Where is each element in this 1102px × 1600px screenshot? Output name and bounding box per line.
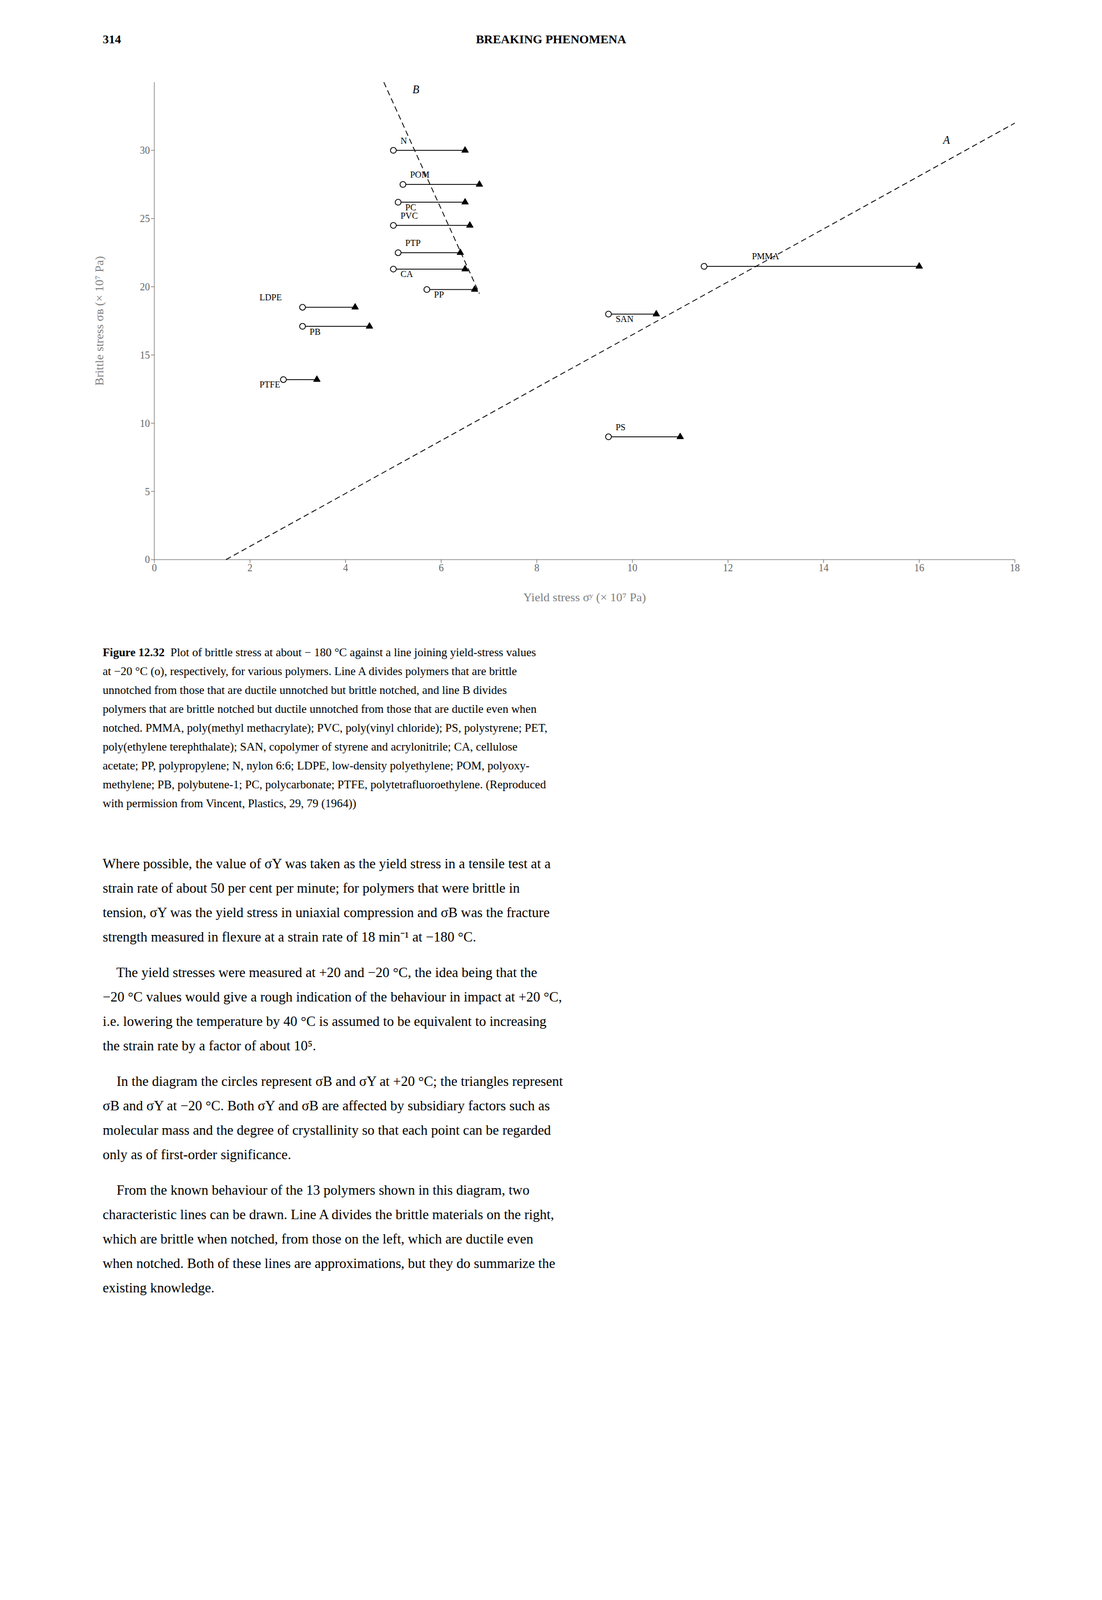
html-text:poly(ethylene terephthalate);: poly(ethylene terephthalate); SAN, copol… bbox=[102, 740, 518, 754]
html-text:existing knowledge.: existing knowledge. bbox=[102, 1280, 215, 1296]
html-text:only as of first-order signifi: only as of first-order significance. bbox=[102, 1146, 292, 1162]
html-text:at −20 °C (o), respectively, f: at −20 °C (o), respectively, for various… bbox=[102, 664, 517, 678]
svg-text:PTP: PTP bbox=[405, 238, 421, 248]
svg-text:B: B bbox=[412, 83, 420, 96]
svg-text:0: 0 bbox=[152, 562, 158, 574]
svg-text:2: 2 bbox=[247, 562, 253, 574]
svg-text:SAN: SAN bbox=[615, 314, 634, 324]
html-text:314: 314 bbox=[102, 32, 122, 47]
svg-text:16: 16 bbox=[914, 562, 925, 574]
html-text:acetate; PP, polypropylene; N,: acetate; PP, polypropylene; N, nylon 6:6… bbox=[102, 758, 530, 773]
svg-text:N: N bbox=[400, 136, 407, 146]
html-text:Where possible, the value of σ: Where possible, the value of σY was take… bbox=[102, 856, 551, 872]
svg-text:Brittle stress σʙ (× 10⁷ Pa): Brittle stress σʙ (× 10⁷ Pa) bbox=[92, 255, 107, 386]
svg-text:30: 30 bbox=[139, 144, 150, 157]
html-text:From the known behaviour of th: From the known behaviour of the 13 polym… bbox=[102, 1182, 530, 1198]
svg-text:15: 15 bbox=[139, 349, 150, 361]
svg-text:CA: CA bbox=[400, 269, 414, 279]
html-text:the strain rate by a factor of: the strain rate by a factor of about 10⁵… bbox=[102, 1038, 317, 1054]
svg-text:PTFE: PTFE bbox=[259, 379, 280, 390]
html-text:Figure 12.32: Figure 12.32 bbox=[102, 645, 165, 659]
html-text:In the diagram the circles rep: In the diagram the circles represent σB … bbox=[102, 1073, 563, 1089]
html-text:with permission from Vincent,: with permission from Vincent, Plastics, … bbox=[102, 796, 357, 810]
svg-text:PVC: PVC bbox=[400, 210, 418, 221]
html-text:when notched. Both of these li: when notched. Both of these lines are ap… bbox=[102, 1255, 556, 1271]
svg-text:18: 18 bbox=[1009, 562, 1020, 574]
html-text:tension, σY was the yield stre: tension, σY was the yield stress in unia… bbox=[102, 904, 550, 920]
svg-text:10: 10 bbox=[139, 418, 150, 430]
html-text:The yield stresses were measur: The yield stresses were measured at +20 … bbox=[102, 964, 538, 980]
svg-text:PP: PP bbox=[434, 289, 445, 300]
html-text:Plot of brittle stress at abou: Plot of brittle stress at about − 180 °C… bbox=[170, 645, 536, 659]
html-text:methylene; PB, polybutene-1; P: methylene; PB, polybutene-1; PC, polycar… bbox=[102, 777, 546, 792]
svg-text:6: 6 bbox=[438, 562, 444, 574]
svg-text:LDPE: LDPE bbox=[259, 292, 282, 303]
html-text:notched. PMMA, poly(methyl met: notched. PMMA, poly(methyl methacrylate)… bbox=[102, 721, 548, 735]
html-text:strain rate of about 50 per ce: strain rate of about 50 per cent per min… bbox=[102, 880, 520, 896]
html-text:−20 °C values would give a rou: −20 °C values would give a rough indicat… bbox=[102, 989, 562, 1005]
html-text:strength measured in flexure a: strength measured in flexure at a strain… bbox=[102, 929, 477, 945]
svg-text:10: 10 bbox=[627, 562, 638, 574]
svg-text:14: 14 bbox=[818, 562, 829, 574]
html-text:molecular mass and the degree: molecular mass and the degree of crystal… bbox=[102, 1122, 551, 1138]
svg-text:8: 8 bbox=[534, 562, 540, 574]
html-text:i.e. lowering the temperature: i.e. lowering the temperature by 40 °C i… bbox=[102, 1013, 547, 1029]
svg-text:PS: PS bbox=[615, 422, 626, 432]
html-text:polymers that are brittle notc: polymers that are brittle notched but du… bbox=[102, 702, 537, 716]
svg-text:Yield stress σʸ (× 10⁷ Pa): Yield stress σʸ (× 10⁷ Pa) bbox=[522, 590, 646, 605]
svg-text:20: 20 bbox=[139, 281, 150, 293]
svg-text:A: A bbox=[942, 133, 951, 147]
svg-text:PB: PB bbox=[309, 326, 321, 337]
html-text:BREAKING PHENOMENA: BREAKING PHENOMENA bbox=[475, 32, 627, 47]
html-text:unnotched from those that are: unnotched from those that are ductile un… bbox=[102, 683, 507, 697]
svg-text:12: 12 bbox=[722, 562, 733, 574]
html-text:which are brittle when notched: which are brittle when notched, from tho… bbox=[102, 1231, 534, 1247]
svg-text:5: 5 bbox=[144, 486, 150, 498]
svg-text:PC: PC bbox=[405, 202, 417, 213]
svg-text:4: 4 bbox=[343, 562, 349, 574]
html-text:characteristic lines can be dr: characteristic lines can be drawn. Line … bbox=[102, 1206, 554, 1222]
svg-text:POM: POM bbox=[410, 169, 430, 180]
svg-text:0: 0 bbox=[144, 554, 150, 566]
html-text:σB and σY at −20 °C. Both σY a: σB and σY at −20 °C. Both σY and σB are … bbox=[102, 1098, 550, 1114]
svg-text:25: 25 bbox=[139, 213, 150, 225]
svg-text:PMMA: PMMA bbox=[751, 251, 779, 261]
